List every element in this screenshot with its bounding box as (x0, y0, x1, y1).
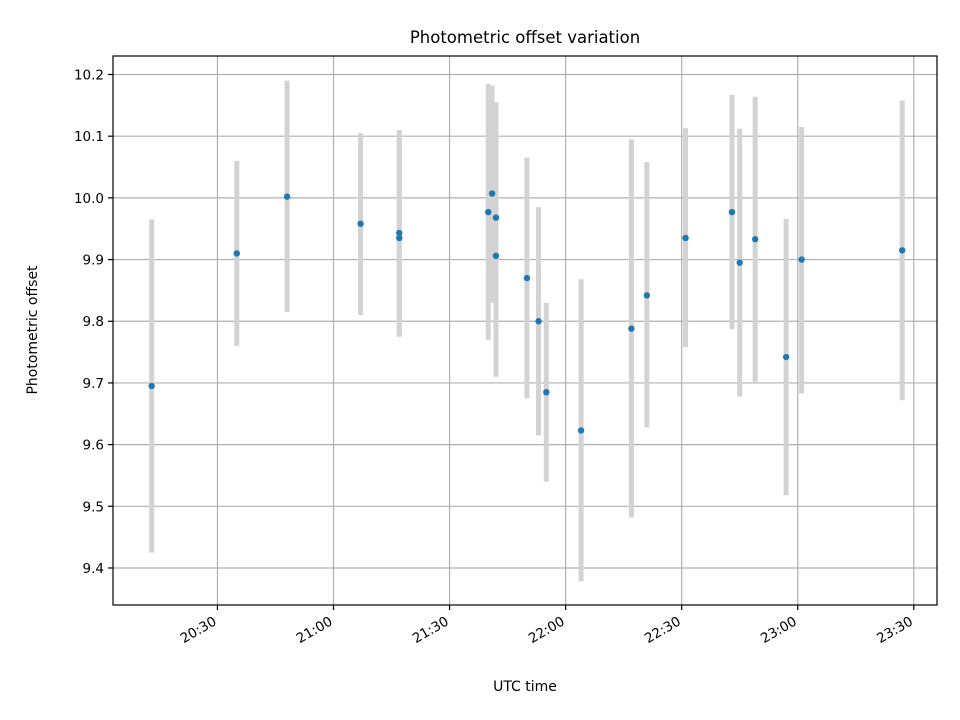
data-point (233, 250, 240, 257)
data-point (148, 382, 155, 390)
y-axis-ticks: 9.4 9.5 9.6 9.7 9.8 9.9 10.0 10.1 10.2 (74, 68, 113, 577)
chart-title: Photometric offset variation (410, 28, 640, 47)
y-tick-label: 9.6 (83, 438, 104, 454)
x-tick-label: 21:30 (410, 614, 452, 647)
data-point (523, 274, 531, 282)
x-tick-label: 22:00 (526, 614, 568, 647)
y-axis-label: Photometric offset (25, 265, 41, 395)
x-tick-label: 20:30 (178, 614, 220, 647)
data-point (492, 252, 500, 260)
y-tick-label: 10.2 (74, 68, 104, 84)
data-point (736, 259, 743, 266)
data-point (492, 214, 500, 221)
x-tick-label: 23:00 (758, 614, 800, 647)
data-point (357, 220, 364, 227)
x-tick-label: 22:30 (642, 614, 684, 647)
data-point (728, 208, 736, 216)
data-point (643, 292, 651, 299)
data-point (283, 193, 291, 200)
y-tick-label: 9.7 (83, 376, 104, 392)
x-tick-label: 21:00 (294, 614, 336, 647)
data-point (485, 208, 492, 216)
data-point (396, 229, 403, 237)
data-point (577, 427, 585, 434)
data-point (751, 236, 759, 243)
y-tick-label: 9.5 (83, 499, 104, 515)
x-axis-label: UTC time (493, 679, 557, 695)
x-tick-label: 23:30 (874, 614, 916, 647)
data-point (535, 318, 542, 325)
point-layer (148, 190, 906, 434)
y-tick-label: 9.8 (83, 314, 104, 330)
data-point (396, 234, 403, 242)
data-point (488, 190, 496, 197)
x-axis-ticks: 20:30 21:00 21:30 22:00 22:30 23:00 23:30 (178, 605, 916, 647)
y-tick-label: 10.0 (74, 191, 104, 207)
data-point (782, 353, 790, 361)
data-point (898, 247, 906, 254)
plot-frame (112, 55, 938, 606)
data-point (543, 388, 550, 396)
data-point (682, 234, 689, 242)
y-tick-label: 10.1 (74, 129, 104, 145)
data-point (628, 325, 635, 332)
data-point (798, 256, 805, 263)
y-tick-label: 9.9 (83, 253, 104, 269)
y-tick-label: 9.4 (83, 561, 104, 577)
